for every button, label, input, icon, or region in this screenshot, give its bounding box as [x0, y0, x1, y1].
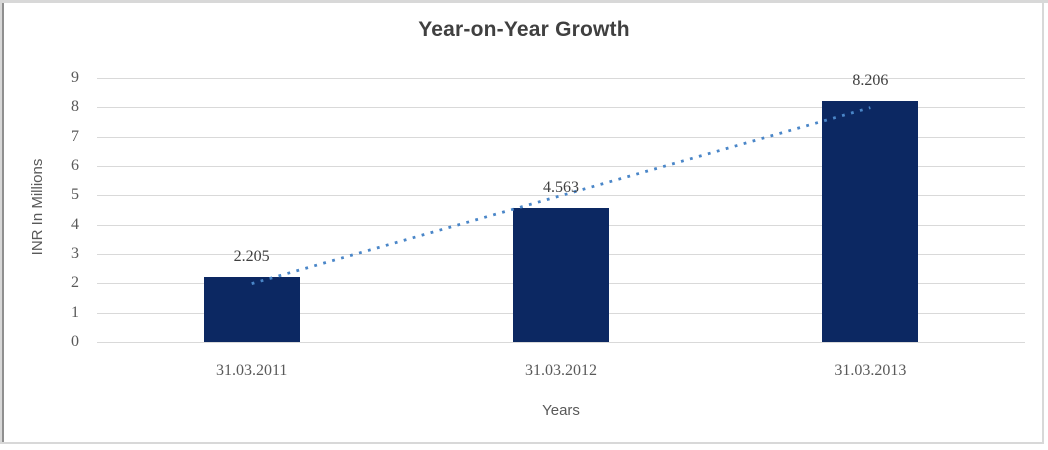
gridline — [97, 166, 1025, 167]
gridline — [97, 107, 1025, 108]
y-tick-label: 6 — [71, 157, 79, 174]
bar-value-label: 4.563 — [543, 179, 579, 197]
y-tick-label: 2 — [71, 274, 79, 292]
plot-area: 0 1 2 3 4 5 6 7 8 9 2.205 31.03.2011 4.563 31.03.2012… — [71, 69, 1025, 379]
gridline — [97, 137, 1025, 138]
bar — [822, 101, 919, 342]
bar — [203, 277, 300, 342]
x-tick-label: 31.03.2011 — [215, 362, 288, 379]
gridline — [97, 78, 1025, 79]
y-tick-label: 5 — [71, 186, 79, 204]
x-tick-label: 31.03.2013 — [834, 362, 907, 379]
frame-border-left — [0, 0, 2, 444]
x-axis-title: Years — [542, 402, 580, 419]
y-tick-label: 8 — [71, 98, 79, 116]
y-tick-label: 0 — [71, 333, 79, 350]
frame-border-top — [0, 0, 1048, 3]
y-tick-label: 3 — [71, 245, 79, 262]
gridline — [97, 195, 1025, 196]
bar-value-label: 2.205 — [233, 248, 270, 266]
frame-border-right — [1042, 0, 1044, 444]
bar-value-label: 8.206 — [852, 72, 889, 90]
bar — [513, 208, 609, 342]
frame-border-bottom — [0, 442, 1044, 444]
y-tick-label: 7 — [71, 127, 79, 145]
frame-border-left-accent — [2, 3, 4, 443]
chart-title: Year-on-Year Growth — [418, 18, 630, 41]
y-tick-label: 9 — [71, 69, 79, 86]
x-tick-label: 31.03.2012 — [525, 362, 597, 379]
gridline — [97, 342, 1025, 343]
y-tick-label: 1 — [71, 303, 79, 321]
trendline — [251, 106, 871, 285]
y-tick-label: 4 — [71, 215, 79, 233]
